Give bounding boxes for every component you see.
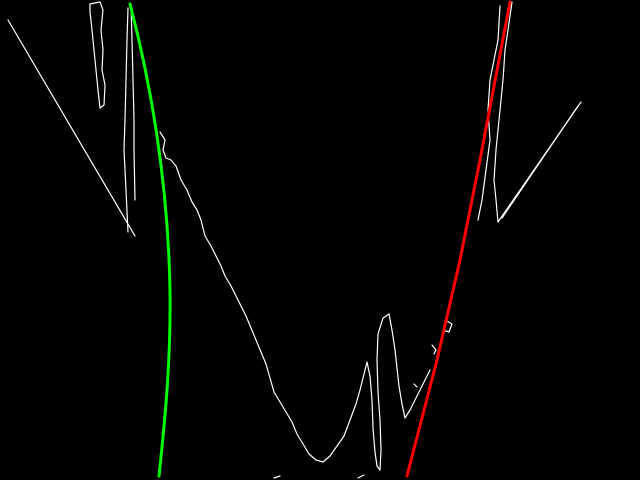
edge-diagonal-left — [7, 19, 136, 237]
edge-vertical-left-a — [123, 7, 129, 233]
edge-bottom-fragment-a — [273, 475, 281, 479]
edge-bottom-fragment-b — [357, 474, 365, 479]
edge-vertical-left-b — [130, 3, 136, 201]
edge-loop-top-left — [89, 1, 106, 109]
left-lane-fit-curve — [128, 2, 172, 478]
edge-speck-c — [413, 383, 418, 388]
edge-jagged-center — [159, 131, 431, 471]
edge-speck-a — [431, 344, 437, 355]
right-lane-fit-curve — [405, 0, 512, 478]
edge-contours — [7, 1, 582, 479]
edge-speck-b — [442, 319, 453, 333]
edge-right-lane-inner — [493, 1, 513, 223]
edge-diagonal-right-b — [501, 105, 579, 219]
